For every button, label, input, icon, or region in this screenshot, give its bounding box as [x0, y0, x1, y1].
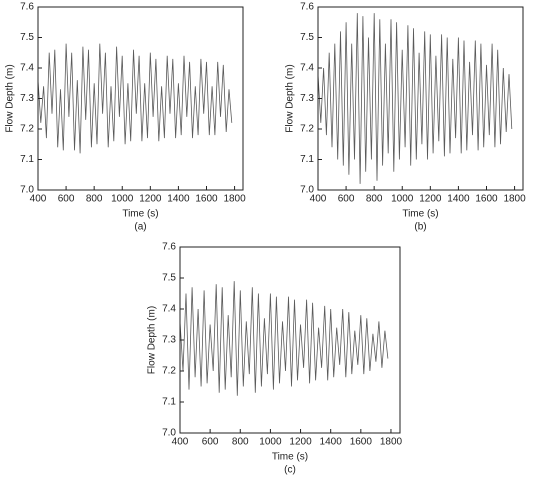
y-tick-label: 7.5 — [300, 32, 314, 43]
caption: (a) — [134, 222, 146, 233]
x-tick-label: 1400 — [167, 194, 190, 205]
y-tick-label: 7.3 — [20, 93, 34, 104]
y-tick-label: 7.0 — [20, 185, 34, 196]
x-tick-label: 800 — [232, 437, 249, 448]
y-axis-label: Flow Depth (m) — [147, 306, 158, 374]
caption: (b) — [414, 222, 426, 233]
y-tick-label: 7.4 — [20, 63, 34, 74]
y-tick-label: 7.0 — [300, 185, 314, 196]
x-tick-label: 1600 — [475, 194, 498, 205]
signal-line — [37, 43, 233, 154]
x-tick-label: 600 — [202, 437, 219, 448]
y-axis-label: Flow Depth (m) — [285, 64, 296, 132]
x-tick-label: 1200 — [139, 194, 162, 205]
y-tick-label: 7.2 — [162, 366, 176, 377]
x-axis-label: Time (s) — [122, 209, 158, 220]
x-tick-label: 800 — [86, 194, 103, 205]
signal-line — [317, 13, 513, 184]
x-tick-label: 1400 — [320, 437, 343, 448]
y-tick-label: 7.4 — [300, 63, 314, 74]
x-axis-label: Time (s) — [272, 452, 308, 463]
x-tick-label: 600 — [58, 194, 75, 205]
signal-line — [179, 281, 389, 396]
x-tick-label: 400 — [30, 194, 47, 205]
y-tick-label: 7.5 — [20, 32, 34, 43]
y-tick-label: 7.3 — [300, 93, 314, 104]
x-tick-label: 1400 — [447, 194, 470, 205]
y-tick-label: 7.1 — [300, 154, 314, 165]
y-tick-label: 7.2 — [20, 124, 34, 135]
x-tick-label: 1800 — [380, 437, 403, 448]
y-tick-label: 7.3 — [162, 335, 176, 346]
y-tick-label: 7.6 — [20, 2, 34, 13]
y-tick-label: 7.0 — [162, 428, 176, 439]
x-tick-label: 1200 — [289, 437, 312, 448]
x-axis-label: Time (s) — [402, 209, 438, 220]
x-tick-label: 400 — [172, 437, 189, 448]
x-tick-label: 1000 — [259, 437, 282, 448]
caption: (c) — [284, 465, 296, 476]
x-tick-label: 600 — [338, 194, 355, 205]
x-tick-label: 1800 — [503, 194, 526, 205]
x-tick-label: 1000 — [391, 194, 414, 205]
x-tick-label: 1000 — [111, 194, 134, 205]
y-tick-label: 7.1 — [20, 154, 34, 165]
x-tick-label: 1600 — [195, 194, 218, 205]
x-tick-label: 1600 — [350, 437, 373, 448]
y-tick-label: 7.6 — [300, 2, 314, 13]
y-tick-label: 7.4 — [162, 304, 176, 315]
x-tick-label: 800 — [366, 194, 383, 205]
x-tick-label: 1200 — [419, 194, 442, 205]
y-tick-label: 7.6 — [162, 242, 176, 253]
x-tick-label: 400 — [310, 194, 327, 205]
y-tick-label: 7.2 — [300, 124, 314, 135]
y-axis-label: Flow Depth (m) — [5, 64, 16, 132]
y-tick-label: 7.5 — [162, 273, 176, 284]
x-tick-label: 1800 — [223, 194, 246, 205]
y-tick-label: 7.1 — [162, 397, 176, 408]
